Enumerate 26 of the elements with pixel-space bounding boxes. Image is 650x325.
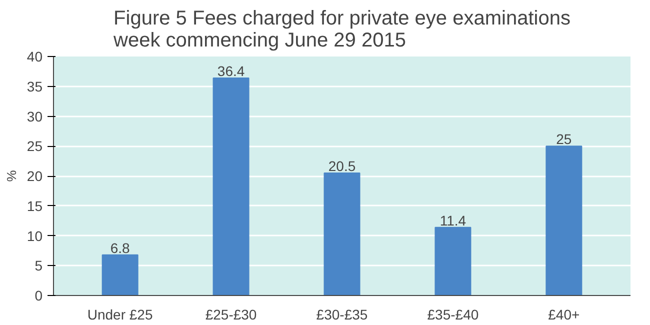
data-label: 20.5 (328, 158, 356, 174)
data-label: 11.4 (440, 212, 466, 228)
y-tick-label: 10 (26, 228, 43, 244)
y-tick-label: 5 (34, 258, 43, 274)
x-tick-label: £40+ (548, 306, 580, 322)
y-tick-label: 30 (26, 108, 43, 124)
x-tick-label: £30-£35 (316, 306, 368, 322)
x-tick-label: Under £25 (87, 306, 153, 322)
bar (212, 78, 250, 296)
y-tick-label: 25 (26, 138, 43, 154)
x-tick-label: £25-£30 (205, 306, 257, 322)
y-tick-label: 40 (26, 48, 43, 64)
data-label: 25 (556, 131, 572, 148)
y-tick-label: 0 (34, 288, 43, 304)
y-axis-title: % (4, 170, 19, 182)
bar (102, 254, 138, 296)
y-tick-label: 20 (26, 168, 43, 184)
y-tick-label: 35 (26, 78, 43, 94)
data-label: 36.4 (217, 63, 245, 80)
bar (546, 146, 582, 296)
chart-title: Figure 5 Fees charged for private eye examinations week commencing June 29 2015 (112, 8, 570, 52)
x-tick-label: £35-£40 (427, 306, 479, 322)
bar (324, 172, 360, 296)
bar (434, 226, 472, 296)
y-tick-label: 15 (26, 198, 43, 214)
data-label: 6.8 (110, 240, 130, 256)
